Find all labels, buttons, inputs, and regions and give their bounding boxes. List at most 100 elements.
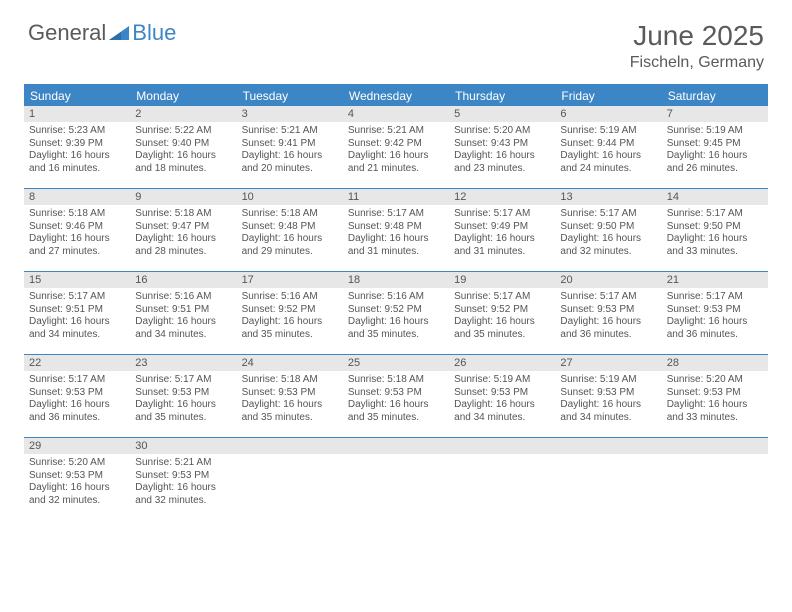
day-cell: 9Sunrise: 5:18 AMSunset: 9:47 PMDaylight… [130,189,236,271]
day-number: 16 [130,272,236,288]
day-content: Sunrise: 5:17 AMSunset: 9:50 PMDaylight:… [555,205,661,263]
day-number-empty [237,438,343,454]
sunrise-line: Sunrise: 5:20 AM [29,457,125,470]
day-number: 4 [343,106,449,122]
day-cell: 14 Sunrise: 5:17 AMSunset: 9:50 PMDayligh… [662,189,768,271]
week-row: 15Sunrise: 5:17 AMSunset: 9:51 PMDayligh… [24,272,768,355]
sunrise-line: Sunrise: 5:17 AM [348,208,444,221]
day-number-empty [449,438,555,454]
daylight-line: Daylight: 16 hours and 34 minutes. [29,316,125,341]
day-cell: 29Sunrise: 5:20 AMSunset: 9:53 PMDayligh… [24,438,130,520]
day-cell: 20Sunrise: 5:17 AMSunset: 9:53 PMDayligh… [555,272,661,354]
daylight-line: Daylight: 16 hours and 32 minutes. [29,482,125,507]
day-content: Sunrise: 5:16 AMSunset: 9:52 PMDaylight:… [343,288,449,346]
sunset-line: Sunset: 9:53 PM [560,387,656,400]
sunset-line: Sunset: 9:47 PM [135,221,231,234]
sunrise-line: Sunrise: 5:16 AM [135,291,231,304]
sunset-line: Sunset: 9:53 PM [135,470,231,483]
sunrise-line: Sunrise: 5:16 AM [242,291,338,304]
day-header-row: Sunday Monday Tuesday Wednesday Thursday… [24,86,768,106]
daylight-line: Daylight: 16 hours and 36 minutes. [560,316,656,341]
day-content: Sunrise: 5:20 AMSunset: 9:53 PMDaylight:… [24,454,130,512]
daylight-line: Daylight: 16 hours and 28 minutes. [135,233,231,258]
daylight-line: Daylight: 16 hours and 31 minutes. [348,233,444,258]
sunrise-line: Sunrise: 5:17 AM [454,208,550,221]
day-cell: 12Sunrise: 5:17 AMSunset: 9:49 PMDayligh… [449,189,555,271]
daylight-line: Daylight: 16 hours and 18 minutes. [135,150,231,175]
sunset-line: Sunset: 9:53 PM [454,387,550,400]
sunrise-line: Sunrise: 5:17 AM [135,374,231,387]
day-number: 10 [237,189,343,205]
day-cell: 19Sunrise: 5:17 AMSunset: 9:52 PMDayligh… [449,272,555,354]
day-content: Sunrise: 5:19 AMSunset: 9:53 PMDaylight:… [449,371,555,429]
sunset-line: Sunset: 9:41 PM [242,138,338,151]
sunrise-line: Sunrise: 5:18 AM [242,374,338,387]
sunrise-line: Sunrise: 5:22 AM [135,125,231,138]
sunset-line: Sunset: 9:40 PM [135,138,231,151]
daylight-line: Daylight: 16 hours and 35 minutes. [135,399,231,424]
daylight-line: Daylight: 16 hours and 34 minutes. [560,399,656,424]
dayhead-sunday: Sunday [24,86,130,106]
title-block: June 2025 Fischeln, Germany [630,20,764,72]
daylight-line: Daylight: 16 hours and 21 minutes. [348,150,444,175]
day-cell: 2Sunrise: 5:22 AMSunset: 9:40 PMDaylight… [130,106,236,188]
day-cell: 27Sunrise: 5:19 AMSunset: 9:53 PMDayligh… [555,355,661,437]
daylight-line: Daylight: 16 hours and 35 minutes. [454,316,550,341]
sunrise-line: Sunrise: 5:17 AM [667,208,763,221]
day-content: Sunrise: 5:16 AMSunset: 9:52 PMDaylight:… [237,288,343,346]
day-content: Sunrise: 5:18 AMSunset: 9:48 PMDaylight:… [237,205,343,263]
sunset-line: Sunset: 9:51 PM [29,304,125,317]
day-cell: 4Sunrise: 5:21 AMSunset: 9:42 PMDaylight… [343,106,449,188]
daylight-line: Daylight: 16 hours and 32 minutes. [560,233,656,258]
day-content: Sunrise: 5:21 AMSunset: 9:41 PMDaylight:… [237,122,343,180]
daylight-line: Daylight: 16 hours and 31 minutes. [454,233,550,258]
daylight-line: Daylight: 16 hours and 27 minutes. [29,233,125,258]
sunrise-line: Sunrise: 5:20 AM [454,125,550,138]
day-content: Sunrise: 5:18 AMSunset: 9:46 PMDaylight:… [24,205,130,263]
dayhead-tuesday: Tuesday [237,86,343,106]
dayhead-monday: Monday [130,86,236,106]
daylight-line: Daylight: 16 hours and 35 minutes. [242,316,338,341]
sunrise-line: Sunrise: 5:17 AM [560,291,656,304]
daylight-line: Daylight: 16 hours and 33 minutes. [667,233,763,258]
day-content: Sunrise: 5:19 AMSunset: 9:45 PMDaylight:… [662,122,768,180]
day-content: Sunrise: 5:20 AMSunset: 9:43 PMDaylight:… [449,122,555,180]
day-number: 17 [237,272,343,288]
sunset-line: Sunset: 9:53 PM [242,387,338,400]
day-content: Sunrise: 5:17 AMSunset: 9:53 PMDaylight:… [555,288,661,346]
daylight-line: Daylight: 16 hours and 35 minutes. [242,399,338,424]
day-number: 7 [662,106,768,122]
day-number: 22 [24,355,130,371]
sunset-line: Sunset: 9:43 PM [454,138,550,151]
day-number: 8 [24,189,130,205]
sunrise-line: Sunrise: 5:17 AM [560,208,656,221]
day-content: Sunrise: 5:17 AMSunset: 9:53 PMDaylight:… [130,371,236,429]
day-number: 18 [343,272,449,288]
day-cell [237,438,343,520]
day-cell: 25Sunrise: 5:18 AMSunset: 9:53 PMDayligh… [343,355,449,437]
day-cell [662,438,768,520]
daylight-line: Daylight: 16 hours and 26 minutes. [667,150,763,175]
sunset-line: Sunset: 9:44 PM [560,138,656,151]
day-content: Sunrise: 5:23 AMSunset: 9:39 PMDaylight:… [24,122,130,180]
day-number: 14 [662,189,768,205]
sunrise-line: Sunrise: 5:19 AM [454,374,550,387]
day-cell [343,438,449,520]
sunrise-line: Sunrise: 5:21 AM [348,125,444,138]
sunset-line: Sunset: 9:50 PM [667,221,763,234]
day-cell: 11Sunrise: 5:17 AMSunset: 9:48 PMDayligh… [343,189,449,271]
day-cell: 24Sunrise: 5:18 AMSunset: 9:53 PMDayligh… [237,355,343,437]
calendar: Sunday Monday Tuesday Wednesday Thursday… [24,84,768,520]
day-cell: 26Sunrise: 5:19 AMSunset: 9:53 PMDayligh… [449,355,555,437]
day-cell: 3Sunrise: 5:21 AMSunset: 9:41 PMDaylight… [237,106,343,188]
sunset-line: Sunset: 9:51 PM [135,304,231,317]
week-row: 1Sunrise: 5:23 AMSunset: 9:39 PMDaylight… [24,106,768,189]
daylight-line: Daylight: 16 hours and 35 minutes. [348,316,444,341]
day-content: Sunrise: 5:18 AMSunset: 9:47 PMDaylight:… [130,205,236,263]
sunrise-line: Sunrise: 5:21 AM [135,457,231,470]
dayhead-friday: Friday [555,86,661,106]
day-cell [555,438,661,520]
sunrise-line: Sunrise: 5:19 AM [667,125,763,138]
sunset-line: Sunset: 9:49 PM [454,221,550,234]
day-number: 20 [555,272,661,288]
